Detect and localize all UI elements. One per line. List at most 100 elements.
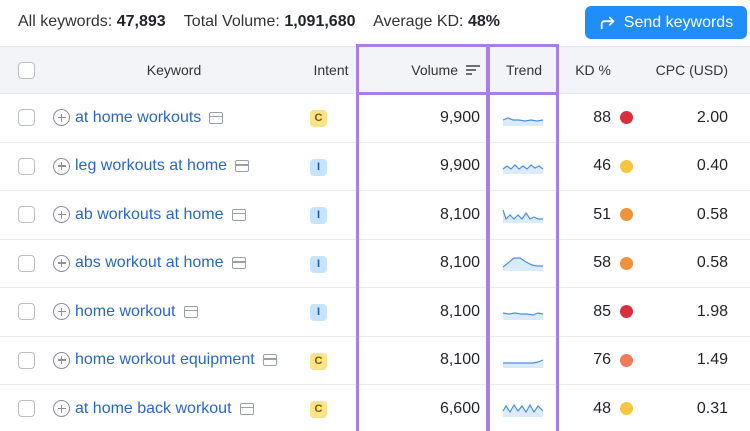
kd-difficulty-dot: [620, 111, 633, 125]
kd-cell: 51: [558, 190, 651, 240]
trend-cell: [490, 142, 558, 191]
serp-features-icon[interactable]: [239, 402, 254, 415]
cpc-value: 1.98: [651, 287, 750, 337]
send-keywords-label: Send keywords: [623, 13, 734, 31]
kd-cell: 85: [558, 287, 651, 337]
header-cpc[interactable]: CPC (USD): [651, 46, 750, 94]
add-to-list-icon[interactable]: [53, 109, 70, 127]
sort-descending-icon[interactable]: [466, 65, 480, 75]
header-kd[interactable]: KD %: [558, 46, 651, 94]
header-trend[interactable]: Trend: [490, 46, 558, 94]
volume-value: 9,900: [360, 142, 490, 191]
keyword-link[interactable]: at home workouts: [75, 108, 202, 126]
cpc-value: 0.31: [651, 384, 750, 431]
keyword-cell: at home workouts: [46, 93, 302, 143]
row-checkbox[interactable]: [18, 303, 35, 321]
kd-value: 85: [593, 302, 611, 320]
volume-value: 8,100: [360, 239, 490, 288]
cpc-value: 0.40: [651, 142, 750, 191]
row-checkbox[interactable]: [18, 206, 35, 224]
kd-value: 76: [593, 351, 611, 369]
table-row: at home workouts C 9,900 88 2.00: [0, 93, 750, 143]
row-select-cell: [0, 142, 46, 191]
serp-features-icon[interactable]: [262, 354, 277, 367]
row-select-cell: [0, 287, 46, 337]
row-checkbox[interactable]: [18, 351, 35, 369]
trend-sparkline: [503, 359, 544, 369]
row-checkbox[interactable]: [18, 400, 35, 418]
keyword-cell: at home back workout: [46, 384, 302, 431]
volume-value: 8,100: [360, 190, 490, 240]
keyword-cell: ab workouts at home: [46, 190, 302, 240]
table-row: ab workouts at home I 8,100 51 0.58: [0, 190, 750, 240]
trend-cell: [490, 336, 558, 385]
share-arrow-icon: [600, 16, 615, 29]
intent-badge[interactable]: C: [310, 110, 327, 128]
kd-cell: 76: [558, 336, 651, 385]
table-row: abs workout at home I 8,100 58 0.58: [0, 239, 750, 288]
serp-features-icon[interactable]: [231, 257, 246, 270]
intent-badge[interactable]: I: [310, 255, 327, 273]
add-to-list-icon[interactable]: [53, 400, 70, 418]
intent-badge[interactable]: C: [310, 352, 327, 370]
trend-sparkline: [502, 312, 544, 320]
row-checkbox[interactable]: [18, 254, 35, 272]
intent-cell: C: [302, 336, 360, 385]
keyword-link[interactable]: ab workouts at home: [75, 205, 224, 223]
keyword-link[interactable]: at home back workout: [75, 399, 232, 417]
trend-sparkline: [502, 209, 543, 223]
trend-sparkline: [502, 403, 544, 417]
keyword-link[interactable]: home workout: [75, 302, 176, 320]
table-row: at home back workout C 6,600 48 0.31: [0, 384, 750, 431]
kd-value: 46: [593, 157, 611, 175]
row-checkbox[interactable]: [18, 157, 35, 175]
intent-badge[interactable]: I: [310, 304, 327, 322]
add-to-list-icon[interactable]: [53, 303, 70, 321]
trend-cell: [490, 287, 558, 337]
trend-sparkline: [502, 117, 544, 126]
average-kd-label: Average KD:: [373, 13, 464, 30]
kd-cell: 88: [558, 93, 651, 143]
send-keywords-button[interactable]: Send keywords: [585, 6, 747, 39]
summary-stats: All keywords: 47,893 Total Volume: 1,091…: [18, 13, 500, 31]
row-select-cell: [0, 93, 46, 143]
intent-badge[interactable]: I: [310, 158, 327, 176]
average-kd-value: 48%: [467, 13, 500, 30]
keyword-link[interactable]: home workout equipment: [75, 351, 255, 369]
kd-cell: 58: [558, 239, 651, 288]
intent-badge[interactable]: I: [310, 207, 327, 225]
serp-features-icon[interactable]: [235, 160, 250, 173]
cpc-value: 0.58: [651, 190, 750, 240]
trend-cell: [490, 239, 558, 288]
keyword-cell: home workout: [46, 287, 302, 337]
table-row: leg workouts at home I 9,900 46 0.40: [0, 142, 750, 191]
serp-features-icon[interactable]: [183, 305, 198, 318]
intent-badge[interactable]: C: [310, 401, 327, 419]
add-to-list-icon[interactable]: [53, 351, 70, 369]
serp-features-icon[interactable]: [209, 111, 224, 124]
kd-value: 51: [593, 205, 611, 223]
header-intent[interactable]: Intent: [302, 46, 360, 94]
row-checkbox[interactable]: [18, 109, 35, 127]
summary-bar: All keywords: 47,893 Total Volume: 1,091…: [0, 0, 750, 46]
intent-cell: I: [302, 142, 360, 191]
header-keyword[interactable]: Keyword: [46, 46, 302, 94]
intent-cell: C: [302, 384, 360, 431]
select-all-checkbox[interactable]: [18, 61, 35, 79]
keyword-cell: home workout equipment: [46, 336, 302, 385]
trend-sparkline: [502, 164, 544, 175]
keyword-link[interactable]: leg workouts at home: [75, 157, 228, 175]
keyword-link[interactable]: abs workout at home: [75, 254, 224, 272]
add-to-list-icon[interactable]: [53, 157, 70, 175]
add-to-list-icon[interactable]: [53, 206, 70, 224]
intent-cell: C: [302, 93, 360, 143]
header-volume[interactable]: Volume: [360, 46, 490, 94]
keywords-table: Keyword Intent Volume Trend KD % CPC (US…: [0, 46, 750, 431]
volume-value: 9,900: [360, 93, 490, 143]
keyword-cell: abs workout at home: [46, 239, 302, 288]
table-row: home workout I 8,100 85 1.98: [0, 287, 750, 337]
serp-features-icon[interactable]: [231, 208, 246, 221]
kd-difficulty-dot: [620, 353, 633, 367]
add-to-list-icon[interactable]: [53, 254, 70, 272]
kd-value: 88: [593, 108, 611, 126]
